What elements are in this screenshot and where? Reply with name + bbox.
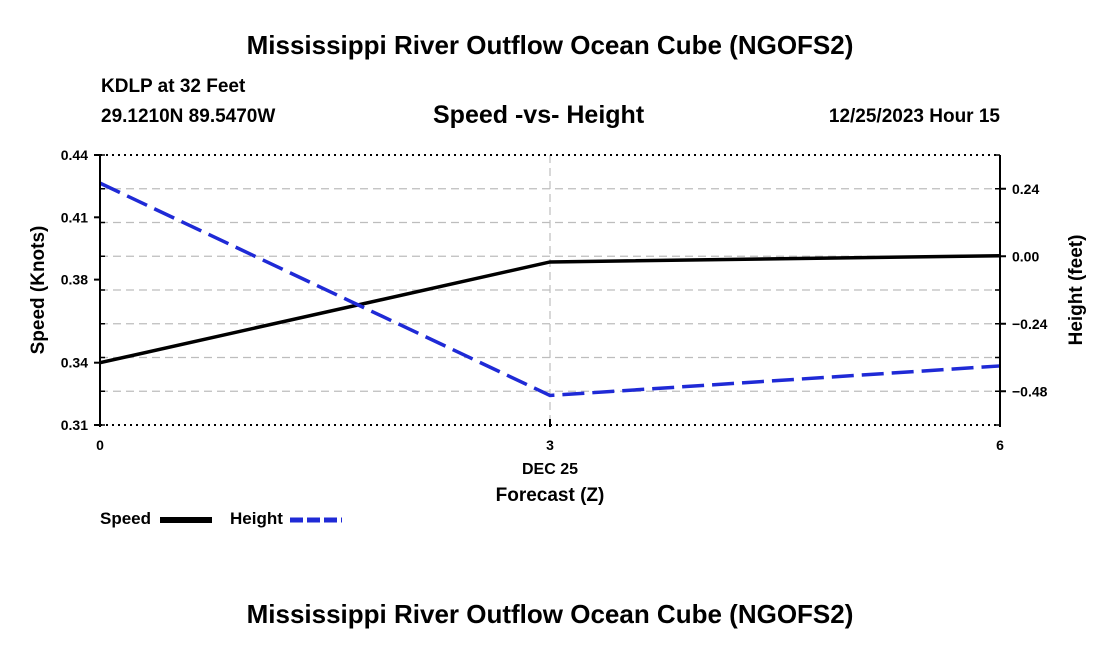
x-axis-label: Forecast (Z) bbox=[496, 485, 605, 506]
x-tick-label: 6 bbox=[996, 437, 1004, 453]
station-coords: 29.1210N 89.5470W bbox=[101, 106, 276, 127]
legend-swatch-height bbox=[290, 517, 342, 523]
legend-label-speed: Speed bbox=[100, 509, 152, 528]
footer-title: Mississippi River Outflow Ocean Cube (NG… bbox=[246, 599, 854, 629]
axes bbox=[94, 154, 1006, 427]
y-right-tick-label: 0.24 bbox=[1012, 181, 1039, 197]
tick-labels: 0.44 0.41 0.38 0.34 0.31 0.24 0.00 −0.24 −0.48 0 3… bbox=[61, 147, 1048, 453]
x-tick-label: 0 bbox=[96, 437, 104, 453]
y-axis-left-label: Speed (Knots) bbox=[28, 226, 49, 355]
forecast-datetime: 12/25/2023 Hour 15 bbox=[828, 106, 1000, 127]
y-left-tick-label: 0.34 bbox=[61, 355, 88, 371]
grid bbox=[100, 155, 1000, 425]
page-title: Mississippi River Outflow Ocean Cube (NG… bbox=[246, 30, 854, 60]
x-tick-label: 3 bbox=[546, 437, 554, 453]
y-left-tick-label: 0.44 bbox=[61, 147, 88, 163]
legend-swatch-speed bbox=[160, 517, 212, 523]
y-left-tick-label: 0.31 bbox=[61, 417, 88, 433]
x-date-label: DEC 25 bbox=[522, 461, 578, 478]
y-right-tick-label: −0.48 bbox=[1012, 383, 1048, 399]
chart-title: Speed -vs- Height bbox=[433, 101, 645, 129]
station-name: KDLP at 32 Feet bbox=[101, 76, 246, 97]
y-right-tick-label: −0.24 bbox=[1012, 316, 1048, 332]
legend-label-height: Height bbox=[230, 509, 283, 528]
y-left-tick-label: 0.41 bbox=[61, 209, 88, 225]
series-line-speed bbox=[99, 253, 1001, 365]
y-right-tick-label: 0.00 bbox=[1012, 248, 1039, 264]
y-left-tick-label: 0.38 bbox=[61, 272, 88, 288]
y-axis-right-label: Height (feet) bbox=[1066, 235, 1087, 346]
